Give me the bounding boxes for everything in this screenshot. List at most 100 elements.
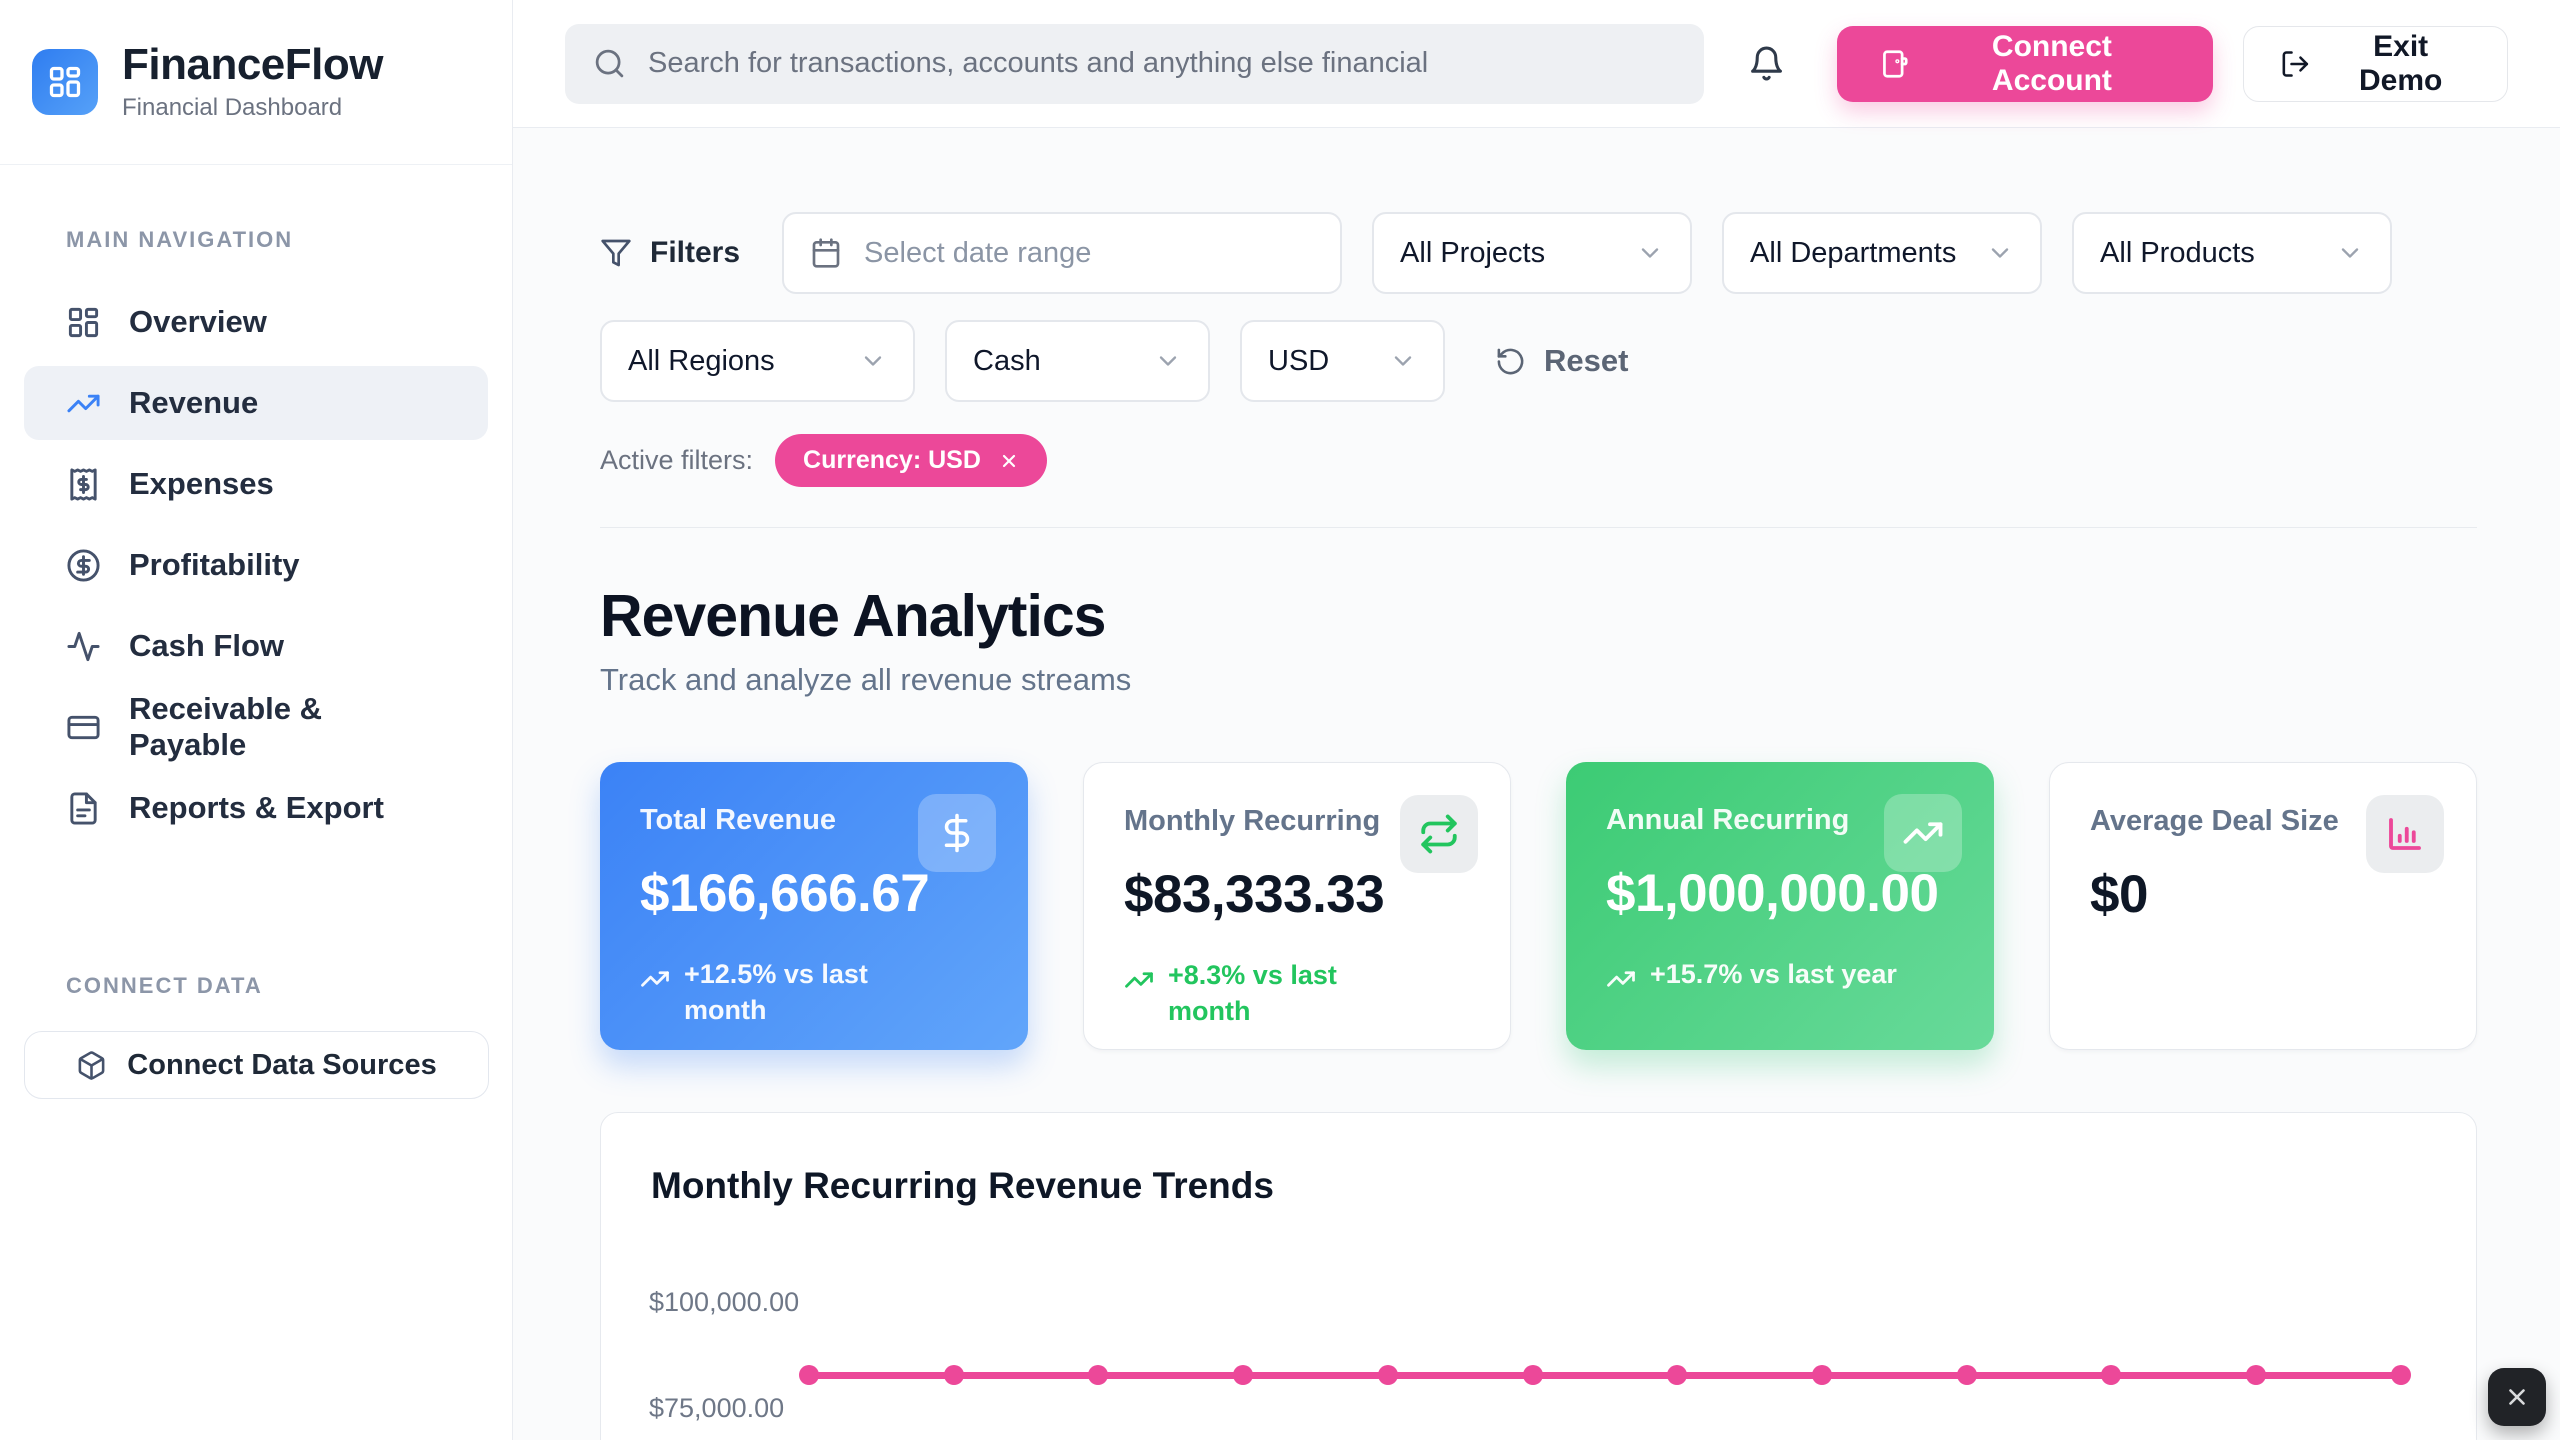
metric-value: $0 bbox=[2090, 865, 2148, 924]
connect-data-section-title: CONNECT DATA bbox=[66, 973, 263, 998]
chevron-down-icon bbox=[1991, 248, 2009, 258]
rotate-ccw-icon bbox=[1497, 348, 1524, 374]
sidebar-item-profitability[interactable]: Profitability bbox=[24, 528, 488, 602]
global-search[interactable] bbox=[565, 23, 1704, 104]
metric-value: $166,666.67 bbox=[640, 864, 930, 923]
metric-card-annual-recurring: Annual Recurring $1,000,000.00 +15.7% vs… bbox=[1566, 762, 1994, 1050]
chart-point bbox=[1377, 1365, 1398, 1385]
trending-up-icon bbox=[641, 971, 669, 987]
metric-label: Average Deal Size bbox=[2090, 805, 2339, 837]
wallet-icon bbox=[1882, 49, 1908, 78]
credit-card-icon bbox=[67, 715, 100, 739]
connect-data-sources-label: Connect Data Sources bbox=[127, 1048, 437, 1081]
chevron-down-icon bbox=[864, 356, 882, 366]
date-range-input[interactable] bbox=[864, 236, 1315, 270]
sidebar-item-reports-export[interactable]: Reports & Export bbox=[24, 771, 488, 845]
active-filter-chip-label: Currency: USD bbox=[803, 446, 981, 474]
trending-up-icon bbox=[1607, 971, 1635, 987]
trending-up-icon bbox=[67, 394, 100, 412]
departments-dropdown[interactable]: All Departments bbox=[1722, 212, 2043, 294]
sidebar-item-revenue[interactable]: Revenue bbox=[24, 366, 488, 440]
layout-dashboard-icon bbox=[68, 307, 99, 337]
search-icon bbox=[595, 49, 624, 78]
metric-icon-box bbox=[2366, 795, 2444, 873]
projects-dropdown-value: All Projects bbox=[1400, 236, 1546, 269]
chart-point bbox=[1812, 1365, 1833, 1385]
chart-line-track bbox=[799, 1365, 2411, 1385]
metric-change: +8.3% vs last month bbox=[1124, 957, 1379, 1030]
exit-demo-label: Exit Demo bbox=[2358, 29, 2443, 97]
sidebar-item-label: Revenue bbox=[129, 385, 259, 420]
exit-demo-button[interactable]: Exit Demo bbox=[2242, 25, 2508, 102]
bar-chart-icon bbox=[2389, 818, 2421, 850]
active-filter-chip-currency[interactable]: Currency: USD bbox=[775, 434, 1047, 487]
products-dropdown[interactable]: All Products bbox=[2072, 212, 2393, 294]
chart-point bbox=[1233, 1365, 1254, 1385]
sidebar-item-expenses[interactable]: Expenses bbox=[24, 447, 488, 521]
filters-heading: Filters bbox=[600, 236, 740, 270]
dollar-icon bbox=[944, 813, 970, 853]
products-dropdown-value: All Products bbox=[2100, 236, 2255, 269]
trending-up-icon bbox=[1125, 972, 1153, 988]
regions-dropdown-value: All Regions bbox=[628, 344, 775, 377]
sidebar: FinanceFlow Financial Dashboard MAIN NAV… bbox=[0, 0, 513, 1440]
active-filters-label: Active filters: bbox=[600, 445, 754, 475]
active-filters-row: Active filters: Currency: USD bbox=[600, 434, 2477, 487]
trending-up-icon bbox=[1903, 822, 1943, 844]
metric-value: $1,000,000.00 bbox=[1606, 864, 1939, 923]
receipt-icon bbox=[70, 467, 97, 501]
chart-point bbox=[799, 1365, 819, 1385]
repeat-icon bbox=[1421, 814, 1457, 854]
chart-point bbox=[1667, 1365, 1688, 1385]
sidebar-item-cash-flow[interactable]: Cash Flow bbox=[24, 609, 488, 683]
notifications-button[interactable] bbox=[1748, 45, 1785, 82]
metric-change-text: +15.7% vs last year bbox=[1650, 959, 1897, 989]
projects-dropdown[interactable]: All Projects bbox=[1372, 212, 1693, 294]
currency-dropdown-value: USD bbox=[1268, 344, 1330, 377]
activity-icon bbox=[67, 631, 100, 661]
connect-data-sources-button[interactable]: Connect Data Sources bbox=[24, 1031, 489, 1099]
sidebar-item-label: Expenses bbox=[129, 466, 274, 501]
metric-card-total-revenue: Total Revenue $166,666.67 +12.5% vs last… bbox=[600, 762, 1028, 1050]
metric-label: Total Revenue bbox=[640, 804, 837, 836]
sidebar-item-overview[interactable]: Overview bbox=[24, 285, 488, 359]
app-tagline: Financial Dashboard bbox=[122, 94, 343, 122]
page-subtitle: Track and analyze all revenue streams bbox=[600, 662, 1132, 697]
metric-cards: Total Revenue $166,666.67 +12.5% vs last… bbox=[600, 762, 2477, 1050]
sidebar-item-label: Overview bbox=[129, 304, 267, 339]
chart-point bbox=[1088, 1365, 1109, 1385]
circle-dollar-icon bbox=[67, 548, 100, 582]
chevron-down-icon bbox=[1641, 248, 1659, 258]
chart-title: Monthly Recurring Revenue Trends bbox=[651, 1165, 1274, 1206]
calendar-icon bbox=[812, 238, 840, 268]
accounting-method-dropdown[interactable]: Cash bbox=[945, 320, 1210, 402]
app-title: FinanceFlow bbox=[122, 39, 383, 89]
filter-icon bbox=[601, 239, 631, 267]
chart-point bbox=[2390, 1365, 2411, 1385]
metric-icon-box bbox=[1400, 795, 1478, 873]
filters-row-1: Filters All Projects All Departments All… bbox=[600, 212, 2477, 294]
chart-point bbox=[943, 1365, 964, 1385]
y-axis-tick: $75,000.00 bbox=[649, 1393, 785, 1423]
close-icon bbox=[2509, 1389, 2525, 1405]
metric-value: $83,333.33 bbox=[1124, 865, 1385, 924]
close-widget-button[interactable] bbox=[2488, 1368, 2546, 1426]
app-logo-icon bbox=[32, 49, 98, 115]
section-divider bbox=[600, 527, 2477, 528]
connect-account-button[interactable]: Connect Account bbox=[1836, 25, 2213, 102]
search-input[interactable] bbox=[648, 47, 1676, 80]
sidebar-item-receivable-payable[interactable]: Receivable & Payable bbox=[24, 690, 488, 764]
accounting-method-value: Cash bbox=[973, 344, 1041, 377]
metric-icon-box bbox=[918, 794, 996, 872]
chart-point bbox=[1522, 1365, 1543, 1385]
chart-point bbox=[2246, 1365, 2267, 1385]
reset-filters-button[interactable]: Reset bbox=[1495, 343, 1628, 379]
regions-dropdown[interactable]: All Regions bbox=[600, 320, 915, 402]
chevron-down-icon bbox=[2341, 248, 2359, 258]
metric-card-average-deal-size: Average Deal Size $0 bbox=[2049, 762, 2477, 1050]
reset-label: Reset bbox=[1544, 343, 1629, 378]
date-range-field[interactable] bbox=[782, 212, 1343, 294]
close-icon bbox=[1002, 454, 1015, 467]
sidebar-item-label: Cash Flow bbox=[129, 628, 285, 663]
currency-dropdown[interactable]: USD bbox=[1240, 320, 1445, 402]
